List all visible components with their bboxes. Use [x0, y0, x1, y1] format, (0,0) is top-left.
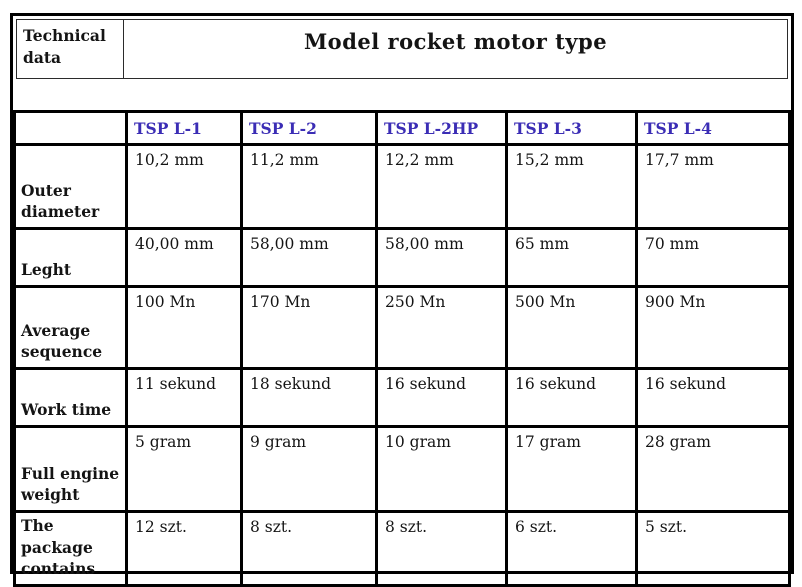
- column-header-1: TSP L-1: [125, 110, 243, 146]
- data-cell: 900 Mn: [635, 285, 791, 370]
- technical-data-label: Technical data: [16, 19, 124, 79]
- data-cell: 16 sekund: [635, 367, 791, 428]
- row-label: Outer diameter: [13, 143, 128, 230]
- table-row: The package contains 12 szt. 8 szt. 8 szt. 6…: [13, 509, 791, 587]
- row-label: Leght: [13, 227, 128, 288]
- data-cell: 15,2 mm: [505, 143, 638, 230]
- data-cell: 16 sekund: [375, 367, 508, 428]
- data-cell: 17,7 mm: [635, 143, 791, 230]
- row-label: Work time: [13, 367, 128, 428]
- data-cell: 18 sekund: [240, 367, 378, 428]
- table-title-band: Technical data Model rocket motor type: [16, 19, 788, 79]
- data-cell: 12 szt.: [125, 509, 243, 587]
- data-cell: 11 sekund: [125, 367, 243, 428]
- table-row: Average sequence 100 Mn 170 Mn 250 Mn 500 Mn…: [13, 285, 791, 370]
- rocket-motor-spec-table: Technical data Model rocket motor type T…: [10, 13, 794, 587]
- column-header-2: TSP L-2: [240, 110, 378, 146]
- column-header-5: TSP L-4: [635, 110, 791, 146]
- row-label: Average sequence: [13, 285, 128, 370]
- title-grid-gap: [13, 79, 791, 110]
- data-cell: 8 szt.: [375, 509, 508, 587]
- data-cell: 28 gram: [635, 425, 791, 513]
- data-cell: 58,00 mm: [240, 227, 378, 288]
- data-cell: 5 gram: [125, 425, 243, 513]
- data-cell: 9 gram: [240, 425, 378, 513]
- data-cell: 40,00 mm: [125, 227, 243, 288]
- data-cell: 11,2 mm: [240, 143, 378, 230]
- table-row: Leght 40,00 mm 58,00 mm 58,00 mm 65 mm 70 mm: [13, 227, 791, 288]
- column-header-4: TSP L-3: [505, 110, 638, 146]
- data-cell: 16 sekund: [505, 367, 638, 428]
- data-cell: 250 Mn: [375, 285, 508, 370]
- row-label: Full engine weight: [13, 425, 128, 513]
- data-cell: 170 Mn: [240, 285, 378, 370]
- column-header-3: TSP L-2HP: [375, 110, 508, 146]
- table-title: Model rocket motor type: [124, 19, 788, 79]
- table-row: Outer diameter 10,2 mm 11,2 mm 12,2 mm 15,2 …: [13, 143, 791, 230]
- data-cell: 8 szt.: [240, 509, 378, 587]
- data-cell: 17 gram: [505, 425, 638, 513]
- table-row: Work time 11 sekund 18 sekund 16 sekund 16 s…: [13, 367, 791, 428]
- row-label: The package contains: [13, 509, 128, 587]
- data-cell: 10,2 mm: [125, 143, 243, 230]
- data-cell: 12,2 mm: [375, 143, 508, 230]
- data-cell: 65 mm: [505, 227, 638, 288]
- data-cell: 6 szt.: [505, 509, 638, 587]
- corner-empty-cell: [13, 110, 128, 146]
- data-cell: 58,00 mm: [375, 227, 508, 288]
- data-grid: TSP L-1 TSP L-2 TSP L-2HP TSP L-3 TSP L-4 Out…: [13, 110, 791, 587]
- column-header-row: TSP L-1 TSP L-2 TSP L-2HP TSP L-3 TSP L-4: [13, 110, 791, 146]
- data-cell: 10 gram: [375, 425, 508, 513]
- data-cell: 500 Mn: [505, 285, 638, 370]
- data-cell: 70 mm: [635, 227, 791, 288]
- data-cell: 5 szt.: [635, 509, 791, 587]
- data-cell: 100 Mn: [125, 285, 243, 370]
- table-row: Full engine weight 5 gram 9 gram 10 gram 17 …: [13, 425, 791, 513]
